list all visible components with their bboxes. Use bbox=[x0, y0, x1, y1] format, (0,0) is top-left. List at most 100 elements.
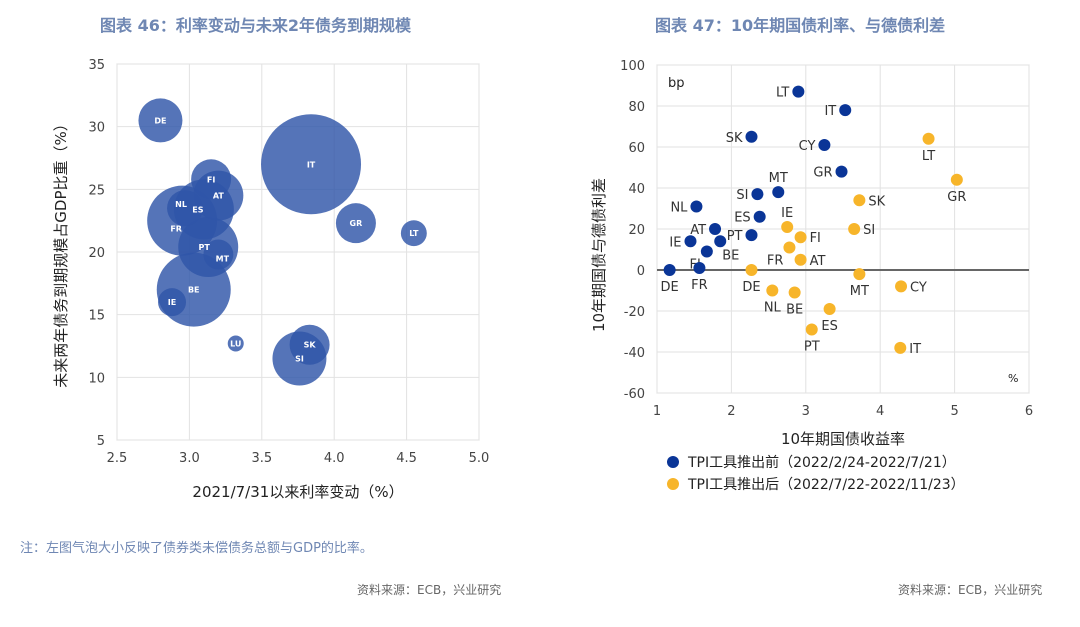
y-tick-label: 20 bbox=[628, 223, 645, 238]
data-point-nl bbox=[690, 200, 703, 213]
data-point-fi bbox=[700, 245, 713, 258]
bubble-label: FI bbox=[207, 175, 215, 184]
bubble-label: MT bbox=[216, 255, 230, 264]
bubble-label: PT bbox=[199, 243, 211, 252]
data-point-gr bbox=[835, 165, 848, 178]
point-label: LT bbox=[922, 149, 935, 164]
point-label: IT bbox=[824, 104, 836, 119]
point-label: ES bbox=[821, 319, 837, 334]
bubble-sk bbox=[289, 324, 330, 365]
bubble-de bbox=[138, 98, 183, 143]
bubble-label: ES bbox=[192, 205, 203, 214]
bubble-label: AT bbox=[213, 192, 225, 201]
point-label: SI bbox=[736, 188, 748, 203]
y-axis-label: 未来两年债务到期规模占GDP比重（%） bbox=[52, 116, 70, 387]
data-point-pt bbox=[745, 229, 758, 242]
bubble-ie bbox=[158, 288, 187, 317]
legend-marker bbox=[667, 478, 679, 490]
bubble-label: IE bbox=[168, 298, 176, 307]
data-point-cy bbox=[895, 280, 908, 293]
bubble-lu bbox=[227, 335, 244, 352]
x-tick-label: 2 bbox=[727, 404, 735, 419]
bubble-lt bbox=[400, 220, 427, 247]
y-tick-label: 15 bbox=[88, 309, 105, 324]
legend-marker bbox=[667, 456, 679, 468]
data-point-de bbox=[745, 264, 758, 276]
point-label: SK bbox=[868, 194, 885, 209]
bubble-label: SI bbox=[295, 355, 304, 364]
x-tick-label: 6 bbox=[1025, 404, 1033, 419]
x-tick-label: 1 bbox=[653, 404, 661, 419]
point-label: ES bbox=[734, 211, 750, 226]
legend-label: TPI工具推出后（2022/7/22-2022/11/23） bbox=[687, 477, 965, 493]
y-tick-label: 40 bbox=[628, 182, 645, 197]
bubble-label: BE bbox=[188, 286, 200, 295]
data-point-lt bbox=[922, 132, 935, 145]
data-point-nl bbox=[766, 284, 779, 297]
point-label: CY bbox=[910, 280, 927, 295]
data-point-at bbox=[794, 253, 807, 266]
x-axis-label: 10年期国债收益率 bbox=[781, 430, 905, 448]
point-label: AT bbox=[810, 254, 826, 269]
bubble-label: IT bbox=[307, 160, 316, 169]
bubble-gr bbox=[335, 203, 376, 244]
bubble-label: GR bbox=[350, 219, 363, 228]
data-point-ie bbox=[684, 235, 697, 248]
data-point-cy bbox=[818, 138, 831, 151]
legend-label: TPI工具推出前（2022/2/24-2022/7/21） bbox=[687, 454, 956, 471]
point-label: GR bbox=[813, 166, 832, 181]
point-label: DE bbox=[742, 280, 760, 295]
point-label: SK bbox=[726, 131, 743, 146]
left-chart-note: 注：左图气泡大小反映了债券类未偿债务总额与GDP的比率。 bbox=[20, 541, 373, 556]
y-tick-label: -60 bbox=[624, 387, 645, 402]
x-tick-label: 5.0 bbox=[469, 451, 490, 466]
x-unit-label: % bbox=[1008, 372, 1018, 385]
point-label: FI bbox=[810, 231, 821, 246]
bubble-it bbox=[261, 114, 362, 215]
data-point-be bbox=[714, 235, 727, 248]
bubble-mt bbox=[203, 239, 234, 270]
data-point-ie bbox=[781, 220, 794, 233]
data-point-si bbox=[751, 188, 764, 201]
data-point-gr bbox=[950, 173, 963, 186]
y-tick-label: 35 bbox=[88, 58, 105, 73]
x-tick-label: 5 bbox=[950, 404, 958, 419]
bubble-label: LT bbox=[409, 229, 419, 238]
data-point-mt bbox=[772, 186, 785, 199]
y-tick-label: 30 bbox=[88, 121, 105, 136]
y-tick-label: 0 bbox=[637, 264, 645, 279]
point-label: NL bbox=[670, 200, 688, 215]
data-point-si bbox=[848, 223, 861, 235]
y-unit-label: bp bbox=[668, 76, 685, 91]
data-point-at bbox=[709, 223, 722, 235]
y-tick-label: 20 bbox=[88, 246, 105, 261]
point-label: LT bbox=[776, 86, 789, 101]
x-tick-label: 4 bbox=[876, 404, 884, 419]
data-point-es bbox=[753, 210, 766, 223]
point-label: PT bbox=[804, 339, 820, 354]
bubble-nl bbox=[167, 190, 204, 227]
y-tick-label: 5 bbox=[97, 434, 105, 449]
data-point-lt bbox=[792, 85, 805, 98]
x-tick-label: 2.5 bbox=[107, 451, 128, 466]
point-label: SI bbox=[863, 223, 875, 238]
data-point-sk bbox=[745, 130, 758, 143]
data-point-fr bbox=[783, 241, 796, 254]
point-label: CY bbox=[799, 139, 816, 154]
y-tick-label: 10 bbox=[88, 371, 105, 386]
y-tick-label: 80 bbox=[628, 100, 645, 115]
point-label: IT bbox=[909, 342, 921, 357]
y-tick-label: -20 bbox=[624, 305, 645, 320]
left-chart-title: 图表 46：利率变动与未来2年债务到期规模 bbox=[100, 16, 411, 35]
point-label: AT bbox=[690, 223, 706, 238]
y-tick-label: 25 bbox=[88, 183, 105, 198]
right-chart-title: 图表 47：10年期国债利率、与德债利差 bbox=[655, 16, 946, 35]
bubble-label: NL bbox=[175, 200, 187, 209]
data-point-es bbox=[823, 302, 836, 315]
x-tick-label: 3 bbox=[802, 404, 810, 419]
data-point-de bbox=[663, 264, 676, 276]
point-label: BE bbox=[786, 303, 803, 318]
point-label: FR bbox=[767, 253, 784, 268]
data-point-it bbox=[894, 341, 907, 354]
